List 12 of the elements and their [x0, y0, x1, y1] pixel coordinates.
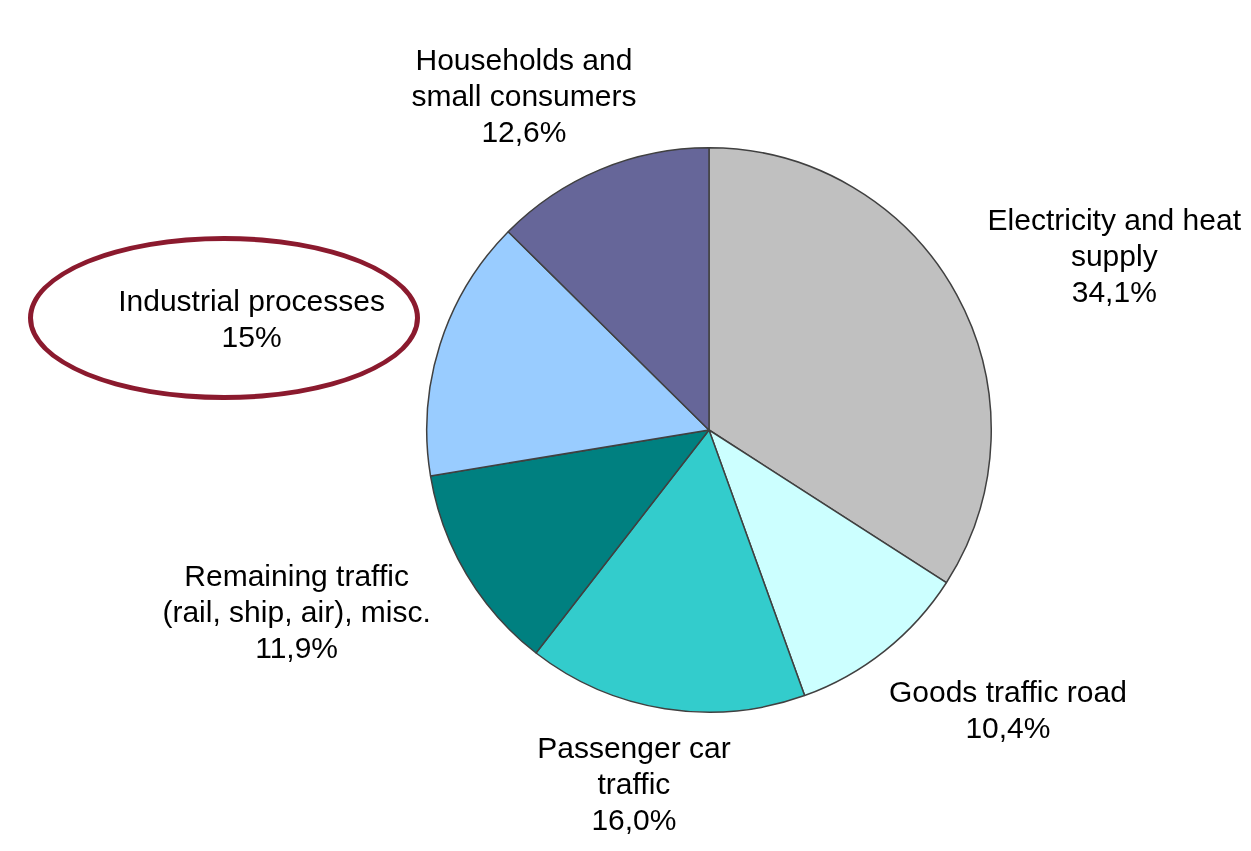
slice-label: Goods traffic road [888, 674, 1127, 708]
slice-label: Remaining traffic (rail, ship, air), misc. [162, 559, 431, 629]
slice-label: Industrial processes [118, 284, 385, 318]
slice-label: Passenger car traffic [537, 730, 731, 800]
data-label: 10,4% [965, 710, 1051, 744]
data-label: 12,6% [481, 115, 567, 149]
data-label: 16,0% [591, 802, 677, 836]
data-label: 34,1% [1071, 274, 1157, 308]
slice-label: Electricity and heat supply [987, 202, 1242, 272]
data-label: 11,9% [255, 631, 339, 665]
data-label: 15% [221, 320, 282, 354]
slice-label: Households and small consumers [411, 43, 637, 113]
